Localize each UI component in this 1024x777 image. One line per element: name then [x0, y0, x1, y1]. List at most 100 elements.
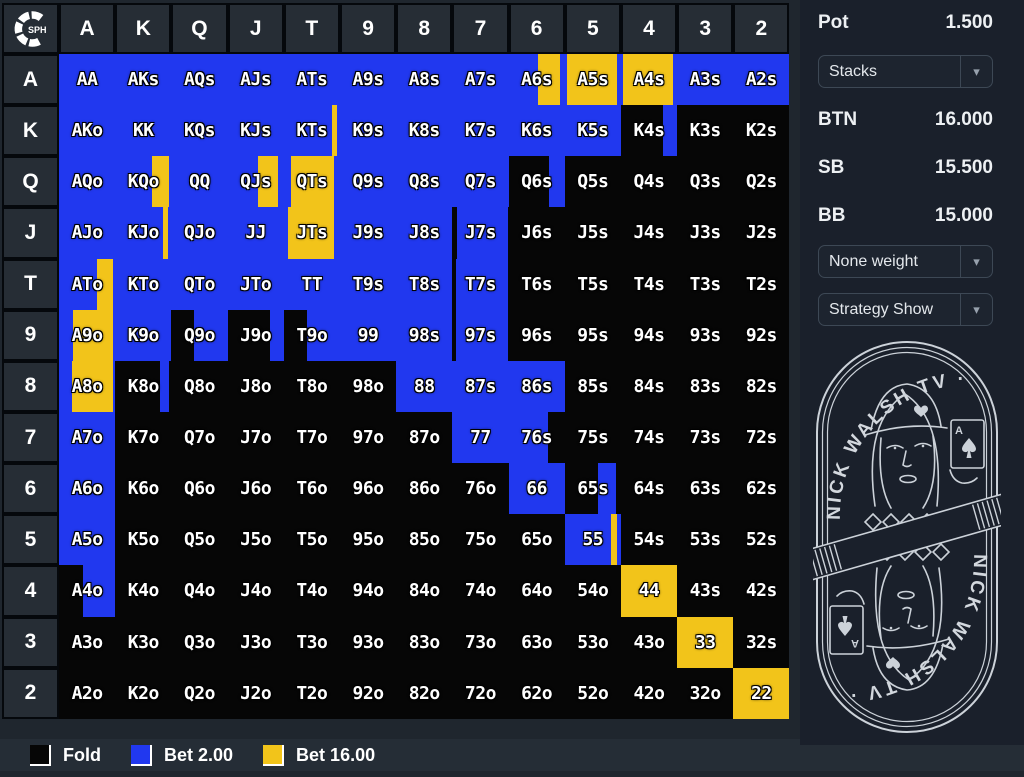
hand-cell[interactable]: K3o: [115, 616, 172, 668]
hand-cell[interactable]: 93o: [339, 616, 397, 668]
hand-cell[interactable]: 63o: [508, 616, 565, 668]
hand-cell[interactable]: A6s: [508, 54, 565, 106]
hand-cell[interactable]: 72s: [733, 411, 790, 464]
hand-cell[interactable]: KTs: [283, 105, 340, 157]
hand-cell[interactable]: 53s: [677, 514, 734, 566]
display-mode-dropdown[interactable]: Strategy Show ▾: [818, 293, 993, 326]
hand-cell[interactable]: K5s: [564, 105, 621, 157]
hand-cell[interactable]: 97o: [339, 411, 397, 464]
hand-cell[interactable]: 84o: [396, 565, 453, 617]
hand-cell[interactable]: A8s: [396, 54, 453, 106]
hand-cell[interactable]: AKs: [115, 54, 172, 106]
hand-cell[interactable]: 64o: [508, 565, 565, 617]
hand-cell[interactable]: Q9s: [339, 156, 397, 208]
hand-cell[interactable]: 54o: [564, 565, 621, 617]
hand-cell[interactable]: Q5s: [564, 156, 621, 208]
hand-cell[interactable]: J4s: [620, 207, 678, 259]
hand-cell[interactable]: K8s: [396, 105, 453, 157]
hand-cell[interactable]: 33: [677, 616, 734, 668]
hand-cell[interactable]: A3o: [59, 616, 116, 668]
hand-cell[interactable]: 53o: [564, 616, 621, 668]
hand-cell[interactable]: A3s: [677, 54, 734, 106]
hand-cell[interactable]: 73s: [677, 411, 734, 464]
hand-cell[interactable]: KQs: [171, 105, 228, 157]
hand-cell[interactable]: QTs: [283, 156, 340, 208]
hand-cell[interactable]: Q3o: [171, 616, 228, 668]
hand-cell[interactable]: QJs: [227, 156, 284, 208]
hand-cell[interactable]: 83s: [677, 360, 734, 412]
hand-cell[interactable]: Q9o: [171, 309, 228, 361]
hand-cell[interactable]: 55: [564, 514, 621, 566]
hand-cell[interactable]: K7s: [452, 105, 509, 157]
hand-cell[interactable]: K3s: [677, 105, 734, 157]
hand-cell[interactable]: QJo: [171, 207, 228, 259]
hand-cell[interactable]: 54s: [620, 514, 678, 566]
hand-cell[interactable]: 97s: [452, 309, 509, 361]
hand-cell[interactable]: Q2o: [171, 667, 228, 719]
hand-cell[interactable]: Q8s: [396, 156, 453, 208]
hand-cell[interactable]: A7o: [59, 411, 116, 464]
stacks-dropdown-button[interactable]: ▾: [960, 56, 992, 87]
hand-cell[interactable]: 96s: [508, 309, 565, 361]
hand-cell[interactable]: 76s: [508, 411, 565, 464]
hand-cell[interactable]: A4o: [59, 565, 116, 617]
hand-cell[interactable]: 99: [339, 309, 397, 361]
display-mode-dropdown-button[interactable]: ▾: [960, 294, 992, 325]
hand-cell[interactable]: 52o: [564, 667, 621, 719]
hand-cell[interactable]: J6s: [508, 207, 565, 259]
hand-cell[interactable]: Q7s: [452, 156, 509, 208]
hand-cell[interactable]: 95o: [339, 514, 397, 566]
hand-cell[interactable]: K4o: [115, 565, 172, 617]
hand-cell[interactable]: T2o: [283, 667, 340, 719]
hand-cell[interactable]: 77: [452, 411, 509, 464]
hand-cell[interactable]: 62o: [508, 667, 565, 719]
hand-cell[interactable]: K6o: [115, 463, 172, 515]
hand-cell[interactable]: 22: [733, 667, 790, 719]
hand-cell[interactable]: 98s: [396, 309, 453, 361]
hand-cell[interactable]: K5o: [115, 514, 172, 566]
hand-cell[interactable]: 63s: [677, 463, 734, 515]
hand-cell[interactable]: 85s: [564, 360, 621, 412]
hand-cell[interactable]: 74o: [452, 565, 509, 617]
hand-cell[interactable]: T9s: [339, 258, 397, 310]
hand-cell[interactable]: 95s: [564, 309, 621, 361]
hand-cell[interactable]: KQo: [115, 156, 172, 208]
hand-cell[interactable]: JJ: [227, 207, 284, 259]
hand-cell[interactable]: 72o: [452, 667, 509, 719]
hand-cell[interactable]: 32s: [733, 616, 790, 668]
hand-cell[interactable]: ATo: [59, 258, 116, 310]
hand-cell[interactable]: 32o: [677, 667, 734, 719]
hand-cell[interactable]: Q4o: [171, 565, 228, 617]
hand-cell[interactable]: J9o: [227, 309, 284, 361]
hand-cell[interactable]: 75s: [564, 411, 621, 464]
hand-cell[interactable]: K6s: [508, 105, 565, 157]
hand-cell[interactable]: 92s: [733, 309, 790, 361]
hand-cell[interactable]: A5s: [564, 54, 621, 106]
hand-cell[interactable]: KTo: [115, 258, 172, 310]
hand-cell[interactable]: 74s: [620, 411, 678, 464]
hand-cell[interactable]: T6s: [508, 258, 565, 310]
hand-cell[interactable]: T4o: [283, 565, 340, 617]
hand-cell[interactable]: Q8o: [171, 360, 228, 412]
hand-cell[interactable]: 96o: [339, 463, 397, 515]
hand-cell[interactable]: K2s: [733, 105, 790, 157]
hand-cell[interactable]: 66: [508, 463, 565, 515]
hand-cell[interactable]: J7s: [452, 207, 509, 259]
hand-cell[interactable]: 87s: [452, 360, 509, 412]
hand-cell[interactable]: Q6o: [171, 463, 228, 515]
hand-cell[interactable]: KJs: [227, 105, 284, 157]
hand-cell[interactable]: J5o: [227, 514, 284, 566]
hand-cell[interactable]: J4o: [227, 565, 284, 617]
hand-cell[interactable]: Q7o: [171, 411, 228, 464]
hand-cell[interactable]: T2s: [733, 258, 790, 310]
hand-cell[interactable]: TT: [283, 258, 340, 310]
hand-cell[interactable]: K9s: [339, 105, 397, 157]
hand-cell[interactable]: 75o: [452, 514, 509, 566]
hand-cell[interactable]: Q3s: [677, 156, 734, 208]
hand-cell[interactable]: 88: [396, 360, 453, 412]
hand-cell[interactable]: A2o: [59, 667, 116, 719]
hand-cell[interactable]: T6o: [283, 463, 340, 515]
hand-cell[interactable]: 42s: [733, 565, 790, 617]
hand-cell[interactable]: A2s: [733, 54, 790, 106]
hand-cell[interactable]: AJo: [59, 207, 116, 259]
